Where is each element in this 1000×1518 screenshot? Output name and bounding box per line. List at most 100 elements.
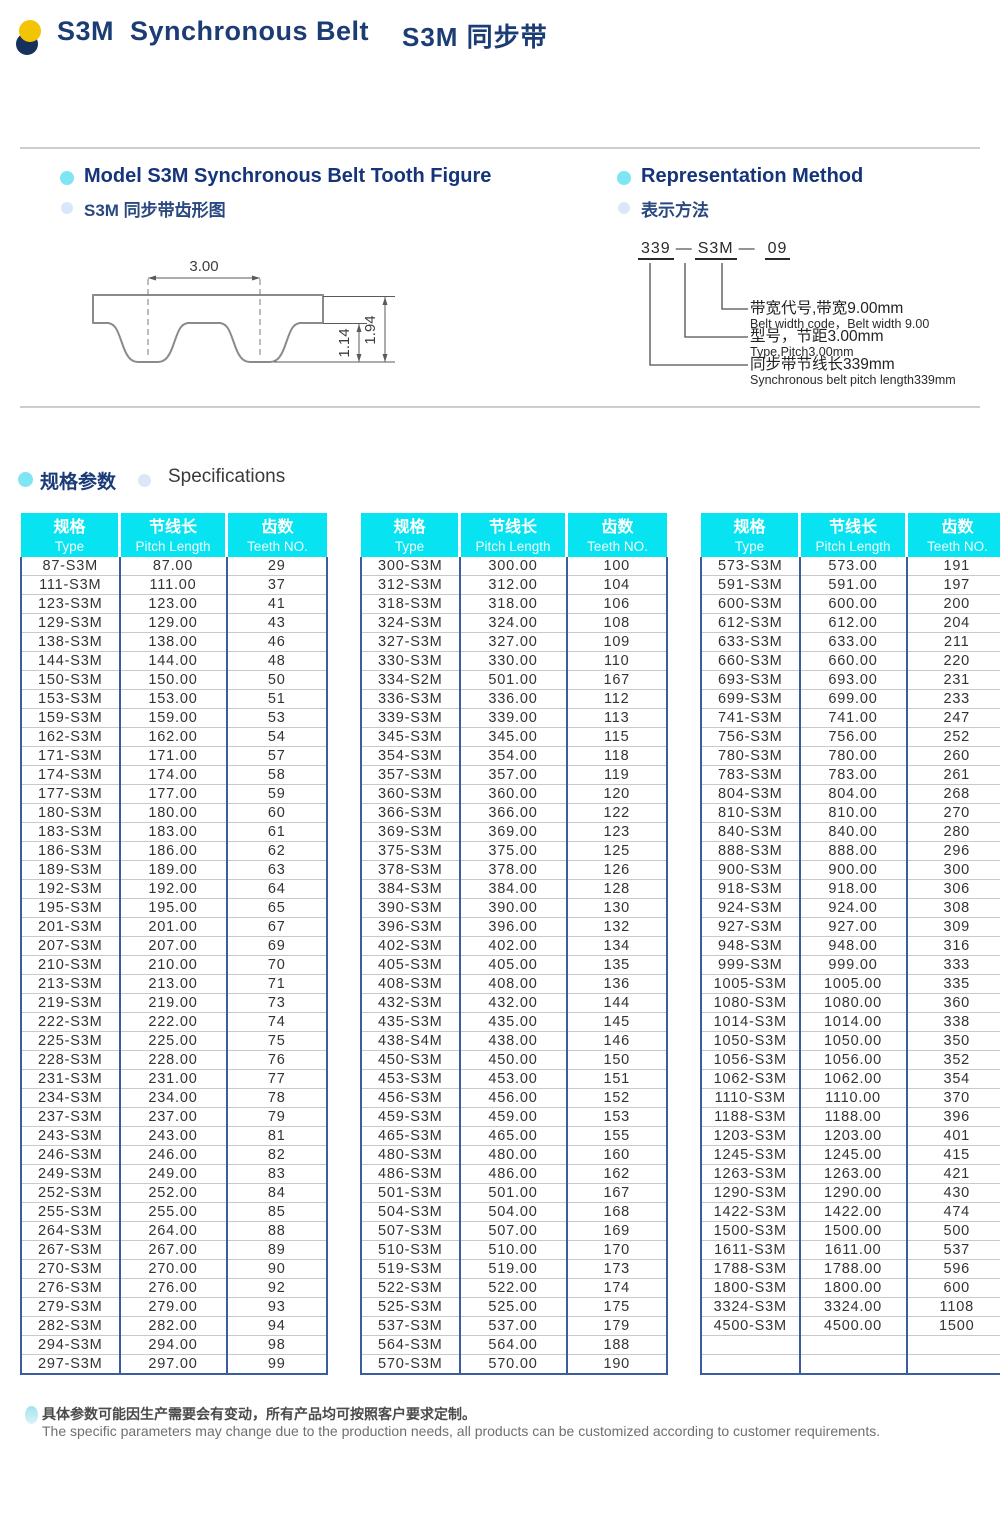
table-cell: 267.00 (118, 1240, 227, 1260)
table-cell: 1611-S3M (700, 1240, 800, 1260)
table-row: 1014-S3M 1014.00 338 (700, 1012, 1000, 1032)
table-row: 252-S3M 252.00 84 (20, 1183, 328, 1203)
table-cell: 1062.00 (798, 1069, 907, 1089)
table-cell: 600.00 (798, 594, 907, 614)
table-row: 237-S3M 237.00 79 (20, 1107, 328, 1127)
table-cell: 118 (565, 746, 668, 766)
table-row: 804-S3M 804.00 268 (700, 784, 1000, 804)
table-row: 432-S3M 432.00 144 (360, 993, 668, 1013)
table-cell: 197 (905, 575, 1000, 595)
table-cell: 64 (225, 879, 328, 899)
table-cell: 249.00 (118, 1164, 227, 1184)
table-cell: 93 (225, 1297, 328, 1317)
tooth-profile-diagram: 3.00 1.14 1.94 (92, 258, 395, 363)
table-cell: 279.00 (118, 1297, 227, 1317)
table-row: 339-S3M 339.00 113 (360, 708, 668, 728)
table-row: 171-S3M 171.00 57 (20, 746, 328, 766)
table-cell: 113 (565, 708, 668, 728)
table-cell: 92 (225, 1278, 328, 1298)
table-cell: 213-S3M (20, 974, 120, 994)
table-cell: 201.00 (118, 917, 227, 937)
table-cell: 144.00 (118, 651, 227, 671)
table-header-row: 规格 Type 节线长 Pitch Length 齿数 Teeth NO. (701, 513, 1000, 557)
table-cell: 167 (565, 1183, 668, 1203)
table-cell: 252 (905, 727, 1000, 747)
table-cell: 318.00 (458, 594, 567, 614)
table-cell: 48 (225, 651, 328, 671)
table-cell: 1788.00 (798, 1259, 907, 1279)
table-cell: 57 (225, 746, 328, 766)
table-cell: 110 (565, 651, 668, 671)
column-header-zh: 节线长 (148, 518, 197, 536)
table-cell: 150 (565, 1050, 668, 1070)
label-pitch-length: 同步带节线长339mm Synchronous belt pitch lengt… (750, 356, 956, 387)
table-cell: 207-S3M (20, 936, 120, 956)
table-cell: 918.00 (798, 879, 907, 899)
column-header-en: Teeth NO. (927, 538, 988, 554)
table-cell: 435.00 (458, 1012, 567, 1032)
table-cell: 339.00 (458, 708, 567, 728)
table-row: 270-S3M 270.00 90 (20, 1259, 328, 1279)
table-cell: 1290.00 (798, 1183, 907, 1203)
table-cell: 360 (905, 993, 1000, 1013)
column-header: 齿数 Teeth NO. (565, 513, 667, 557)
table-cell: 220 (905, 651, 1000, 671)
table-cell: 279-S3M (20, 1297, 120, 1317)
table-cell: 840.00 (798, 822, 907, 842)
table-row: 276-S3M 276.00 92 (20, 1278, 328, 1298)
table-row (700, 1335, 1000, 1355)
table-cell: 77 (225, 1069, 328, 1089)
table-cell (798, 1335, 907, 1355)
table-cell: 339-S3M (360, 708, 460, 728)
table-cell: 168 (565, 1202, 668, 1222)
table-cell: 525-S3M (360, 1297, 460, 1317)
table-cell: 357-S3M (360, 765, 460, 785)
table-row: 888-S3M 888.00 296 (700, 841, 1000, 861)
table-cell: 83 (225, 1164, 328, 1184)
table-cell: 480-S3M (360, 1145, 460, 1165)
table-cell: 504.00 (458, 1202, 567, 1222)
table-row: 810-S3M 810.00 270 (700, 803, 1000, 823)
table-cell: 54 (225, 727, 328, 747)
table-cell: 927.00 (798, 917, 907, 937)
table-cell: 243.00 (118, 1126, 227, 1146)
table-cell: 396.00 (458, 917, 567, 937)
table-cell: 162.00 (118, 727, 227, 747)
table-cell: 267-S3M (20, 1240, 120, 1260)
column-header: 节线长 Pitch Length (798, 513, 907, 557)
table-cell: 350 (905, 1031, 1000, 1051)
bullet-icon (60, 171, 74, 185)
table-cell: 510-S3M (360, 1240, 460, 1260)
table-row: 297-S3M 297.00 99 (20, 1354, 328, 1375)
table-cell: 100 (565, 557, 668, 576)
table-row: 3324-S3M 3324.00 1108 (700, 1297, 1000, 1317)
table-cell: 486.00 (458, 1164, 567, 1184)
table-cell: 804-S3M (700, 784, 800, 804)
table-cell: 162-S3M (20, 727, 120, 747)
table-row: 999-S3M 999.00 333 (700, 955, 1000, 975)
table-cell: 1611.00 (798, 1240, 907, 1260)
column-header-zh: 节线长 (488, 518, 537, 536)
table-row: 1788-S3M 1788.00 596 (700, 1259, 1000, 1279)
table-header-row: 规格 Type 节线长 Pitch Length 齿数 Teeth NO. (361, 513, 667, 557)
table-cell: 138.00 (118, 632, 227, 652)
table-row: 369-S3M 369.00 123 (360, 822, 668, 842)
label-type-pitch: 型号，节距3.00mm Type,Pitch3.00mm (750, 328, 884, 359)
table-cell: 756-S3M (700, 727, 800, 747)
table-cell: 591.00 (798, 575, 907, 595)
table-cell: 225.00 (118, 1031, 227, 1051)
table-cell: 46 (225, 632, 328, 652)
column-header: 齿数 Teeth NO. (905, 513, 1000, 557)
table-cell: 300-S3M (360, 557, 460, 576)
table-cell: 600-S3M (700, 594, 800, 614)
table-row: 573-S3M 573.00 191 (700, 557, 1000, 576)
table-cell: 415 (905, 1145, 1000, 1165)
table-row: 522-S3M 522.00 174 (360, 1278, 668, 1298)
table-cell: 237.00 (118, 1107, 227, 1127)
table-cell: 1188-S3M (700, 1107, 800, 1127)
table-cell: 390.00 (458, 898, 567, 918)
table-cell: 316 (905, 936, 1000, 956)
table-cell: 369-S3M (360, 822, 460, 842)
representation-diagram: 339— S3M —09 带宽代号,带宽9.00mm Belt width code… (618, 238, 1000, 413)
table-cell: 1050-S3M (700, 1031, 800, 1051)
